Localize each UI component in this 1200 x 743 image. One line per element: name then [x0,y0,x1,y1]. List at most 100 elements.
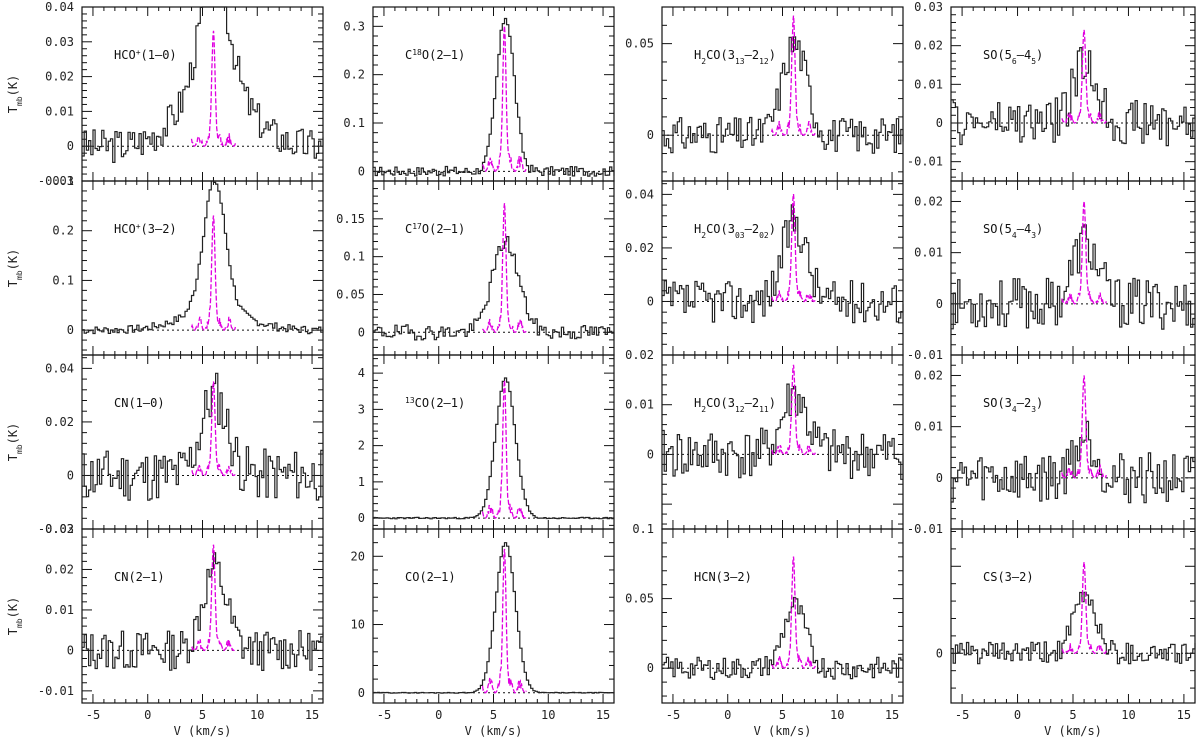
panel-frame [661,528,904,704]
line-label: H2CO(312–211) [694,396,776,414]
y-tick-label: 0.04 [45,0,74,14]
model-spectrum [481,25,527,173]
model-spectrum [771,193,816,303]
y-tick-label: 0.05 [625,37,654,51]
y-tick-label: 4 [358,366,365,380]
observed-spectrum [951,420,1196,504]
y-tick-label: 1 [358,475,365,489]
y-tick-label: -0.01 [907,155,943,169]
observed-spectrum [662,596,904,680]
panel-frame [81,528,324,704]
observed-spectrum [373,17,615,177]
panel-5: 0 0.05 0.1 0.15 C17O(2–1) [336,180,615,356]
y-tick-label: 0.02 [914,368,943,382]
y-tick-label: 0.02 [625,241,654,255]
y-axis-title: Tmb(K) [6,249,24,288]
model-spectrum [190,30,237,147]
x-axis-title: V (km/s) [174,724,232,738]
observed-spectrum [662,36,904,154]
y-tick-label: 3 [358,402,365,416]
y-tick-label: 0.2 [52,224,74,238]
observed-spectrum [951,224,1196,330]
y-tick-label: 0.03 [45,522,74,536]
panel-frame [661,6,904,182]
x-tick-label: 10 [830,708,844,722]
y-tick-label: 0.04 [625,187,654,201]
x-tick-label: 15 [596,708,610,722]
x-tick-label: 15 [305,708,319,722]
y-tick-label: 0.02 [45,70,74,84]
model-spectrum [1061,29,1107,124]
y-tick-label: 0.1 [343,116,365,130]
y-axis-title: Tmb(K) [6,75,24,114]
y-axis-title: Tmb(K) [6,597,24,636]
y-tick-label: 0 [358,686,365,700]
line-label: C18O(2–1) [405,48,465,63]
panel-frame [950,528,1196,704]
y-tick-label: 0 [647,447,654,461]
panel-12: -0.01 0 0.01 0.02 0.03 SO(56–45) [907,0,1196,182]
x-tick-label: 0 [1014,708,1021,722]
line-label: H2CO(303–202) [694,222,776,240]
line-label: CS(3–2) [983,570,1034,584]
y-tick-label: 0.05 [336,287,365,301]
panel-3: -0.01 0 0.01 0.02 0.03 CN(2–1) -5 0 5 10 15 [38,522,324,722]
y-tick-label: 0 [358,164,365,178]
x-tick-label: -5 [377,708,391,722]
x-tick-label: 10 [541,708,555,722]
panel-7: 0 10 20 CO(2–1) -5 0 5 10 15 [351,528,615,722]
observed-spectrum [951,591,1196,665]
model-spectrum [481,548,527,694]
y-tick-label: 0.3 [343,19,365,33]
line-label: 13CO(2–1) [405,396,465,411]
observed-spectrum [373,236,615,341]
y-tick-label: 0 [358,325,365,339]
line-label: SO(56–45) [983,48,1043,66]
y-tick-label: 0.01 [45,603,74,617]
panel-frame [661,354,904,530]
panel-frame [81,354,324,530]
y-tick-label: 0 [936,471,943,485]
y-axis-title: Tmb(K) [6,423,24,462]
panel-11: 0 0.05 0.1 HCN(3–2) -5 0 5 10 15 [625,522,904,722]
y-tick-label: 0.02 [914,194,943,208]
y-tick-label: -0.01 [38,174,74,188]
line-label: HCN(3–2) [694,570,752,584]
y-tick-label: 0.04 [45,361,74,375]
x-tick-label: 0 [724,708,731,722]
line-label: C17O(2–1) [405,222,465,237]
model-spectrum [191,544,236,652]
y-tick-label: 0 [936,116,943,130]
y-tick-label: 0.2 [343,68,365,82]
model-spectrum [1061,375,1107,479]
x-tick-label: 0 [144,708,151,722]
observed-spectrum [951,47,1196,147]
y-tick-label: 0.01 [914,420,943,434]
y-tick-label: 0 [936,646,943,660]
y-tick-label: 0.02 [45,562,74,576]
observed-spectrum [662,383,904,480]
model-spectrum [190,215,237,331]
x-tick-label: 5 [199,708,206,722]
x-axis-title: V (km/s) [1044,724,1102,738]
panel-10: 0 0.01 0.02 H2CO(312–211) [625,348,904,530]
panel-1: 0 0.1 0.2 0.3 HCO+(3–2) [52,174,324,356]
y-tick-label: -0.02 [38,522,74,536]
y-tick-label: -0.01 [38,684,74,698]
y-tick-label: 0.1 [343,250,365,264]
y-tick-label: 0 [647,294,654,308]
line-label: HCO+(3–2) [114,222,177,237]
model-spectrum [191,381,236,477]
model-spectrum [481,380,527,519]
y-tick-label: 0 [67,139,74,153]
observed-spectrum [82,552,324,671]
x-tick-label: 10 [1121,708,1135,722]
panel-8: 0 0.05 H2CO(313–212) [625,6,904,182]
panel-frame [950,6,1196,182]
y-tick-label: 0 [358,511,365,525]
observed-spectrum [82,180,324,335]
model-spectrum [1061,201,1107,305]
observed-spectrum [373,377,614,520]
line-label: SO(54–43) [983,222,1043,240]
